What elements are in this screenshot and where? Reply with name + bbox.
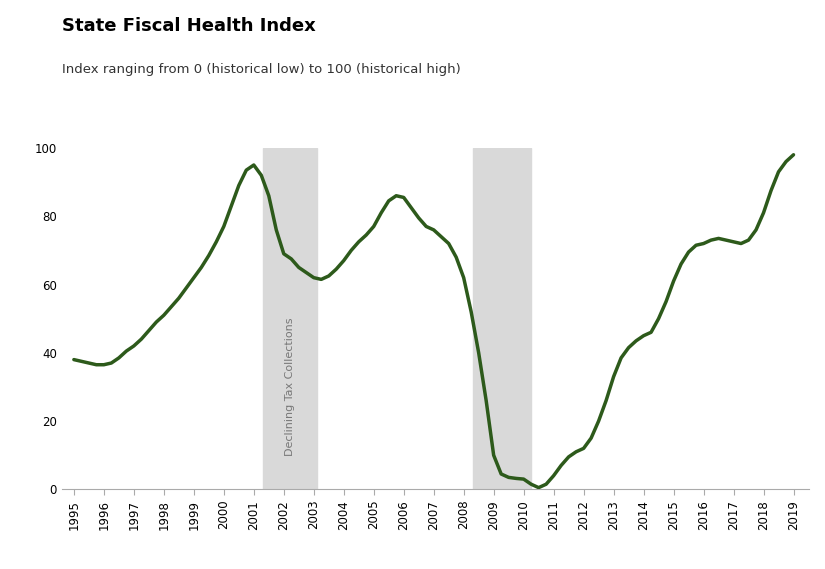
Text: Declining Tax Collections: Declining Tax Collections: [285, 318, 295, 456]
Text: State Fiscal Health Index: State Fiscal Health Index: [62, 17, 316, 35]
Bar: [473, 148, 531, 489]
Text: Index ranging from 0 (historical low) to 100 (historical high): Index ranging from 0 (historical low) to…: [62, 63, 460, 76]
Bar: [263, 148, 317, 489]
